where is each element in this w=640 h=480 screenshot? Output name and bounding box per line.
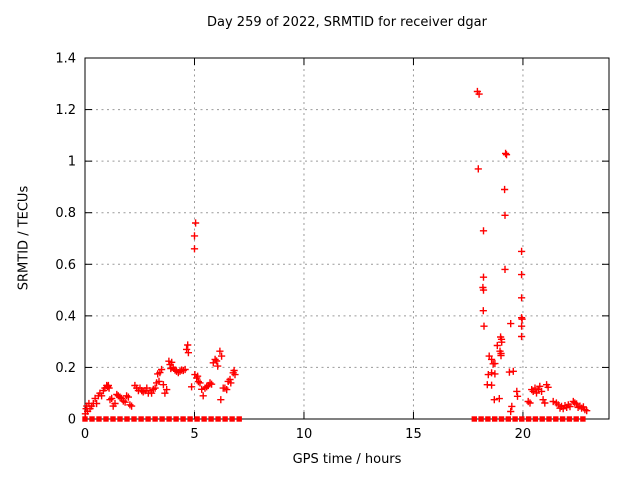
data-point-square xyxy=(201,416,207,422)
data-point-square xyxy=(173,416,179,422)
data-points-plus xyxy=(81,87,591,418)
data-point-square xyxy=(532,416,539,422)
data-point-square xyxy=(580,416,586,422)
data-point-square xyxy=(117,416,123,422)
plot-border xyxy=(84,57,610,420)
tick-label: 0.8 xyxy=(55,206,76,221)
data-point-square xyxy=(539,416,545,422)
tick-label: 0.6 xyxy=(55,258,76,273)
data-point-square xyxy=(194,416,200,422)
data-point-square xyxy=(215,416,221,422)
data-point-square xyxy=(222,416,228,422)
data-point-square xyxy=(159,416,165,422)
series-plus xyxy=(81,87,591,418)
data-point-square xyxy=(180,416,186,422)
data-point-square xyxy=(485,416,491,422)
tick-label: 0.2 xyxy=(55,361,76,376)
data-point-square xyxy=(519,416,525,422)
tick-label: 1 xyxy=(68,155,76,170)
data-point-square xyxy=(566,416,573,422)
data-point-square xyxy=(492,416,498,422)
data-point-square xyxy=(152,416,158,422)
data-point-square xyxy=(505,416,511,422)
data-point-square xyxy=(525,416,532,422)
tick-label: 0.4 xyxy=(55,309,76,324)
tick-label: 0 xyxy=(68,413,76,428)
x-axis-label: GPS time / hours xyxy=(292,452,402,467)
tick-label: 15 xyxy=(405,427,422,442)
data-point-square xyxy=(478,416,484,422)
data-point-square xyxy=(124,416,130,422)
data-point-square xyxy=(236,416,242,422)
data-point-square xyxy=(573,416,579,422)
tick-label: 10 xyxy=(296,427,313,442)
data-point-square xyxy=(229,416,235,422)
data-point-square xyxy=(145,416,151,422)
data-point-square xyxy=(546,416,552,422)
tick-label: 5 xyxy=(190,427,198,442)
chart-title: Day 259 of 2022, SRMTID for receiver dga… xyxy=(207,15,487,30)
data-point-square xyxy=(103,416,109,422)
tick-labels: 0 0.2 0.4 0.6 0.8 1 1.2 1.4 0 5 10 15 20 xyxy=(55,52,531,443)
data-point-square xyxy=(553,416,559,422)
data-point-square xyxy=(82,416,88,422)
data-point-square xyxy=(187,416,193,422)
data-point-square xyxy=(498,416,505,422)
tick-label: 0 xyxy=(81,427,89,442)
data-point-square xyxy=(208,416,214,422)
data-point-square xyxy=(512,416,518,422)
data-point-square xyxy=(110,416,116,422)
data-point-square xyxy=(138,416,144,422)
tick-label: 1.4 xyxy=(55,52,76,67)
tick-label: 1.2 xyxy=(55,103,76,118)
data-point-square xyxy=(131,416,137,422)
data-point-square xyxy=(471,416,477,422)
tick-marks xyxy=(84,57,609,420)
grid-lines xyxy=(85,58,609,419)
plot-border-rect xyxy=(84,57,610,420)
data-point-square xyxy=(96,416,102,422)
series-square xyxy=(82,416,586,422)
tick-label: 20 xyxy=(515,427,532,442)
data-point-square xyxy=(559,416,566,422)
data-point-square xyxy=(89,416,95,422)
data-point-square xyxy=(166,416,172,422)
